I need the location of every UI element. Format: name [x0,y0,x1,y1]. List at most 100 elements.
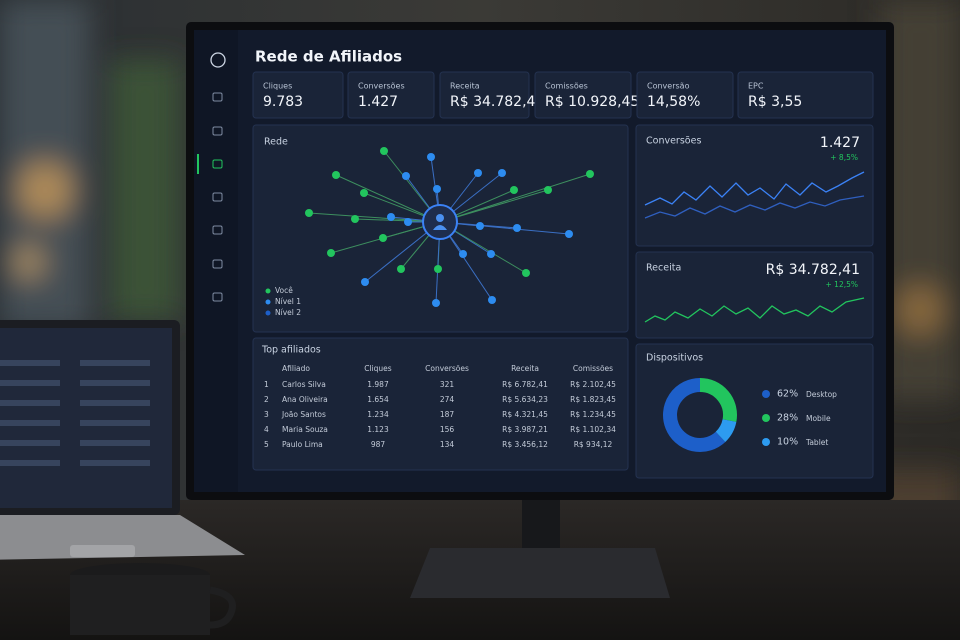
kpi-value: R$ 3,55 [748,94,802,110]
mug [70,563,236,635]
sidebar [197,52,226,302]
center-icon [436,214,444,222]
network-node[interactable] [379,234,387,242]
table-cell: 274 [440,395,455,404]
network-node[interactable] [433,185,441,193]
network-node[interactable] [361,278,369,286]
network-node[interactable] [387,213,395,221]
panel-title: Top afiliados [261,345,321,356]
legend-dot [265,299,271,305]
kpi-label: Conversões [358,82,405,91]
table-cell: 156 [440,425,455,434]
nav-active [197,154,199,174]
panel [347,71,435,119]
legend-dot [265,310,271,316]
nav-icon[interactable] [212,259,223,269]
network-edge [335,174,441,223]
nav-icon[interactable] [212,126,223,136]
logo [210,52,226,68]
legend-label: Mobile [806,414,831,423]
nav-icon[interactable] [212,159,223,169]
table-cell: 4 [264,425,269,434]
table-cell: R$ 3.456,12 [502,440,548,449]
sparkline [644,171,865,206]
network-node[interactable] [476,222,484,230]
nav-icon[interactable] [212,292,223,302]
network-node[interactable] [565,230,573,238]
dashboard: Cliques 9.783 Conversões 1.427 Receita R$ 34.… [252,71,874,479]
network-node[interactable] [380,147,388,155]
panel [636,71,734,119]
table-cell: R$ 3.987,21 [502,425,548,434]
table-cell: 3 [264,410,269,419]
table-cell: R$ 5.634,23 [502,395,548,404]
table-cell: R$ 1.102,34 [570,425,616,434]
value-label: 10% [777,437,798,448]
donut-segment [715,418,737,442]
nav-icon[interactable] [212,225,223,235]
network-node[interactable] [522,269,530,277]
kpi-value: 1.427 [358,94,398,110]
network-node[interactable] [397,265,405,273]
network-node[interactable] [544,186,552,194]
center-icon [433,225,447,230]
value-label: 28% [777,413,798,424]
network-node[interactable] [510,186,518,194]
panel [635,251,874,339]
legend-dot [762,438,770,446]
donut-segment [663,378,726,452]
panel [534,71,632,119]
table-cell: R$ 6.782,41 [502,380,548,389]
legend-label: Tablet [805,438,828,447]
panel [439,71,530,119]
network-node[interactable] [332,171,340,179]
network-node[interactable] [402,172,410,180]
table-cell: Carlos Silva [282,380,326,389]
kpi-label: Conversão [647,82,690,91]
network-node[interactable] [432,299,440,307]
network-node[interactable] [474,169,482,177]
table-cell: 1.234 [367,410,389,419]
table-cell: Paulo Lima [282,440,323,449]
table-cell: 5 [264,440,269,449]
table-cell: 321 [440,380,455,389]
kpi-label: EPC [748,82,764,91]
network-node[interactable] [487,250,495,258]
nav-icon[interactable] [212,192,223,202]
network-node[interactable] [434,265,442,273]
nav-icon[interactable] [212,92,223,102]
table-cell: R$ 1.234,45 [570,410,616,419]
panel-title: Conversões [646,136,701,147]
network-node[interactable] [513,224,521,232]
network-node[interactable] [459,250,467,258]
legend-dot [762,414,770,422]
page-title: Rede de Afiliados [255,48,402,66]
network-node[interactable] [360,189,368,197]
table-cell: Maria Souza [282,425,328,434]
network-node[interactable] [327,249,335,257]
legend-dot [762,390,770,398]
table-cell: R$ 934,12 [574,440,613,449]
table-cell: 987 [371,440,386,449]
kpi-value: R$ 34.782,41 [450,94,544,110]
network-node[interactable] [351,215,359,223]
table-cell: 134 [440,440,455,449]
laptop [0,320,245,560]
network-edge [308,212,441,223]
donut-segment [699,378,737,422]
table-cell: 187 [440,410,455,419]
network-node[interactable] [586,170,594,178]
network-node[interactable] [404,218,412,226]
network-node[interactable] [305,209,313,217]
table-cell: R$ 1.823,45 [570,395,616,404]
kpi-label: Comissões [545,82,588,91]
legend-label: Nível 1 [275,297,301,306]
kpi-value: 9.783 [263,94,303,110]
network-node[interactable] [427,153,435,161]
table-cell: 2 [264,395,269,404]
column-header: Cliques [364,364,392,373]
column-header: Afiliado [282,364,310,373]
network-node[interactable] [488,296,496,304]
sparkline [644,195,865,219]
network-node[interactable] [498,169,506,177]
